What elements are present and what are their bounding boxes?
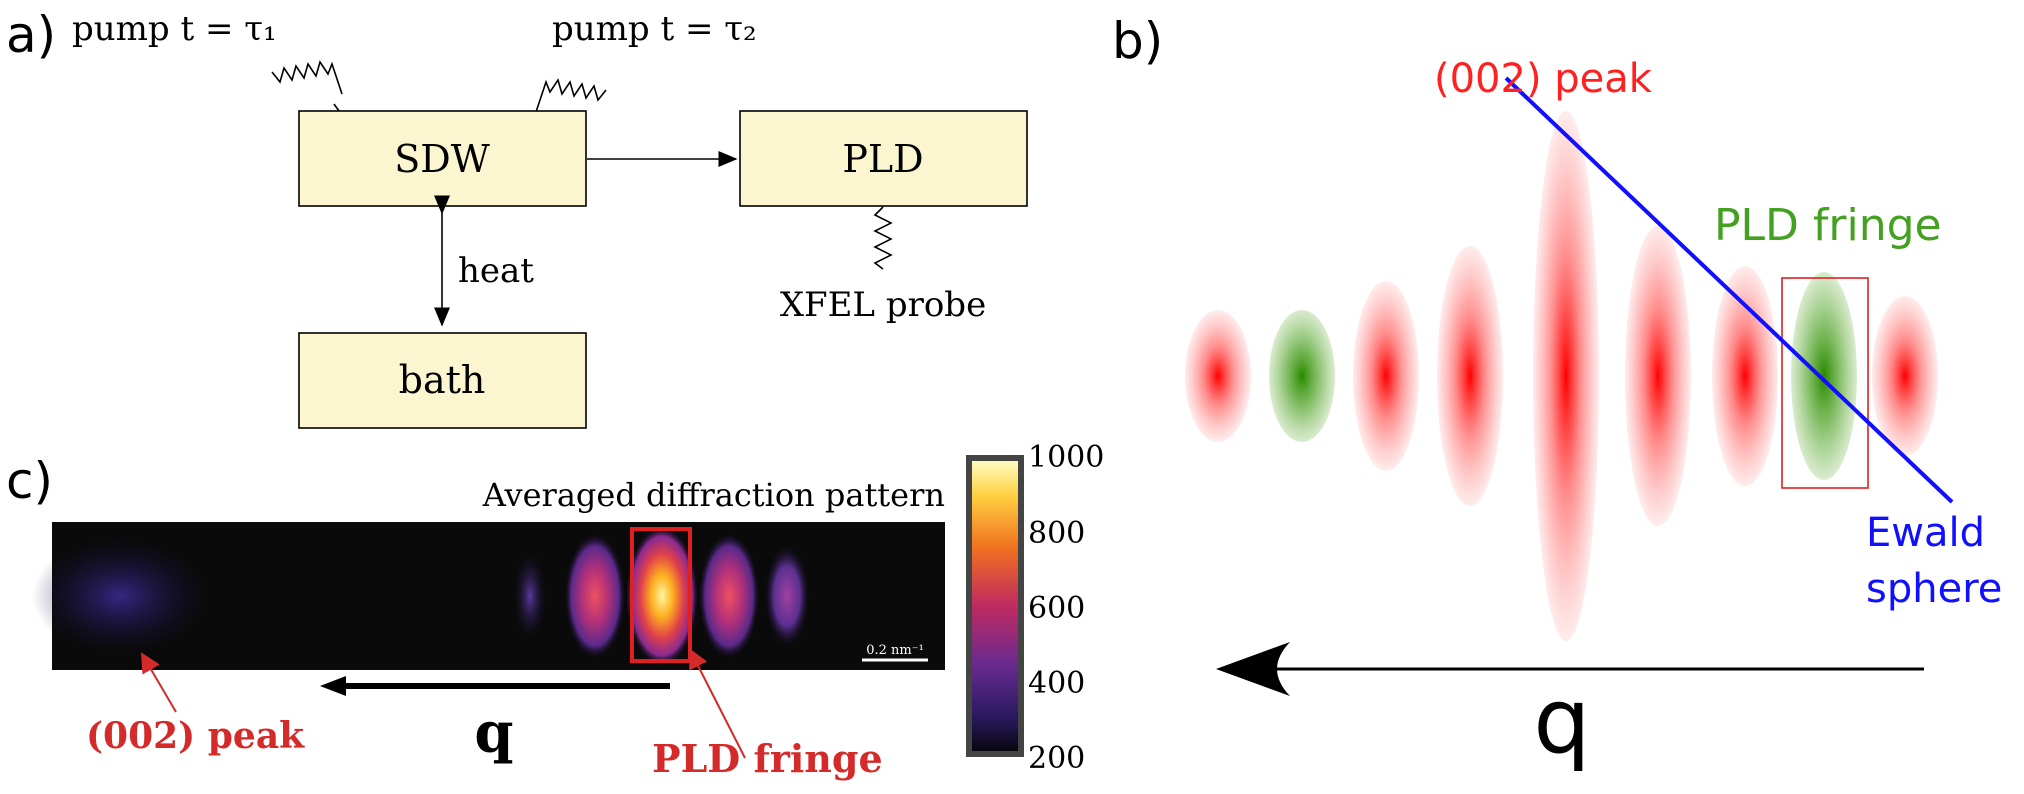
c-peak-pointer <box>140 652 177 713</box>
peak-spot <box>1437 246 1503 506</box>
c-fringe-pointer <box>689 648 746 759</box>
pld-box <box>739 110 1028 207</box>
diffraction-spot <box>765 546 809 646</box>
fringe-spot-highlighted <box>1791 272 1857 480</box>
pld-label: PLD <box>842 137 923 181</box>
scale-bar-label: 0.2 nm⁻¹ <box>866 643 924 658</box>
b-peak-label: (002) peak <box>1434 56 1653 102</box>
ewald-label-line2: sphere <box>1866 566 2002 612</box>
colorbar <box>972 461 1018 751</box>
panel-a: a) pump t = τ₁ pump t = τ₂ SDW PLD XFEL … <box>6 6 1028 429</box>
fringe-highlight-box <box>1781 277 1869 489</box>
peak-spot <box>1185 310 1251 442</box>
panel-b-label: b) <box>1112 12 1163 70</box>
peak-spot <box>1353 281 1419 471</box>
colorbar-tick: 200 <box>1028 741 1085 776</box>
c-fringe-label: PLD fringe <box>652 736 883 781</box>
panel-c-label: c) <box>6 452 53 510</box>
c-title: Averaged diffraction pattern <box>482 476 945 514</box>
c-peak-blob <box>32 538 208 654</box>
b-fringe-label: PLD fringe <box>1714 200 1942 251</box>
pump2-wave-icon <box>535 78 607 113</box>
c-fringe-highlight-box <box>630 527 692 663</box>
panel-c: c) Averaged diffraction pattern 0.2 nm⁻¹… <box>6 440 1104 781</box>
fringe-spot <box>1269 310 1335 442</box>
colorbar-tick: 600 <box>1028 591 1085 626</box>
colorbar-tick: 400 <box>1028 666 1085 701</box>
c-peak-label: (002) peak <box>86 715 305 757</box>
diffraction-spot <box>565 534 625 658</box>
panel-b: b) (002) peak PLD fringe Ewald sphere q <box>1112 12 2002 774</box>
diffraction-spot <box>699 534 759 658</box>
ewald-label-line1: Ewald <box>1866 510 1985 556</box>
colorbar-tick: 800 <box>1028 516 1085 551</box>
sdw-box <box>298 110 587 207</box>
q-arrow-head-icon <box>1216 642 1290 696</box>
probe-wave-icon <box>873 206 893 270</box>
pump1-label: pump t = τ₁ <box>72 9 277 49</box>
bath-box <box>298 332 587 429</box>
peak-spot <box>1712 266 1778 486</box>
sdw-label: SDW <box>394 137 490 181</box>
central-peak-spot <box>1533 111 1599 641</box>
c-q-label: q <box>474 700 513 766</box>
c-q-arrow-head-icon <box>320 676 346 696</box>
b-q-label: q <box>1533 669 1590 774</box>
peak-spot <box>1872 296 1938 456</box>
colorbar-tick: 1000 <box>1028 440 1104 475</box>
ewald-sphere-line <box>1504 76 1954 504</box>
panel-a-label: a) <box>6 6 56 64</box>
diffraction-spot-bright <box>626 526 698 666</box>
peak-spot <box>1625 226 1691 526</box>
probe-label: XFEL probe <box>780 285 986 325</box>
colorbar-ticks: 1000 800 600 400 200 <box>1028 440 1104 776</box>
diffraction-spot <box>514 552 546 640</box>
bath-label: bath <box>399 358 486 402</box>
pump1-wave-icon <box>271 60 346 119</box>
heat-label: heat <box>458 251 534 291</box>
pump2-label: pump t = τ₂ <box>552 9 757 49</box>
